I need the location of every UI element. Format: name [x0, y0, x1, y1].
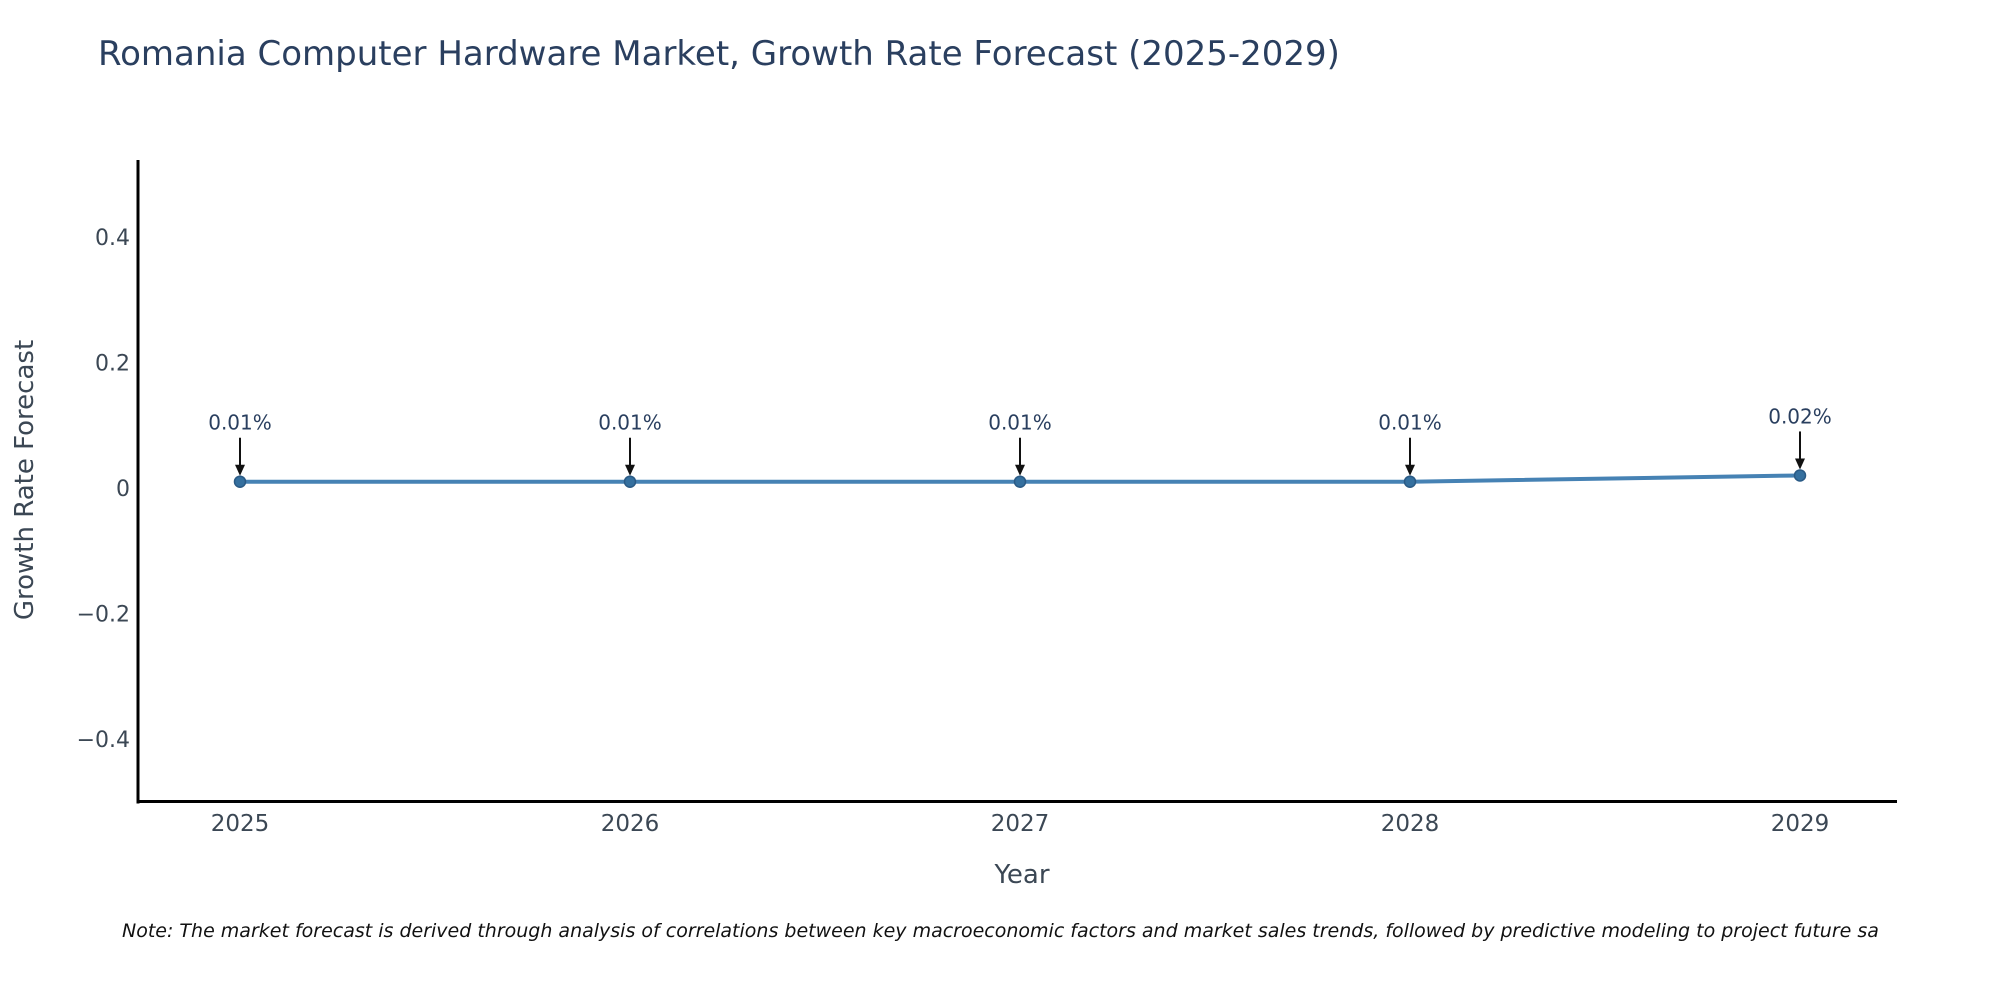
point-annotation: 0.01%	[1378, 411, 1442, 435]
point-annotation: 0.01%	[208, 411, 272, 435]
y-tick-label: −0.4	[77, 728, 130, 753]
y-tick-label: −0.2	[77, 603, 130, 628]
y-tick-label: 0	[116, 477, 130, 502]
point-annotation: 0.01%	[598, 411, 662, 435]
x-tick-label: 2029	[1771, 811, 1830, 837]
x-axis-title: Year	[994, 860, 1050, 890]
annotation-arrow-head	[1015, 464, 1025, 476]
x-tick-label: 2025	[211, 811, 270, 837]
data-point[interactable]	[233, 475, 247, 488]
data-point[interactable]	[1403, 475, 1417, 488]
chart-note: Note: The market forecast is derived thr…	[122, 920, 1879, 942]
annotation-arrow-head	[1405, 464, 1415, 476]
x-tick-label: 2026	[601, 811, 660, 837]
x-tick-label: 2028	[1381, 811, 1440, 837]
data-point[interactable]	[1013, 475, 1027, 488]
y-tick-label: 0.2	[95, 352, 130, 377]
x-tick-label: 2027	[991, 811, 1050, 837]
point-annotation: 0.01%	[988, 411, 1052, 435]
y-tick-label: 0.4	[95, 226, 130, 251]
annotation-arrow-head	[235, 464, 245, 476]
data-point[interactable]	[1793, 469, 1807, 482]
annotation-arrow-head	[625, 464, 635, 476]
annotation-arrow-head	[1795, 458, 1805, 470]
y-axis-title: Growth Rate Forecast	[10, 339, 40, 621]
chart-title: Romania Computer Hardware Market, Growth…	[98, 34, 1340, 74]
point-annotation: 0.02%	[1768, 404, 1832, 428]
data-point[interactable]	[623, 475, 637, 488]
